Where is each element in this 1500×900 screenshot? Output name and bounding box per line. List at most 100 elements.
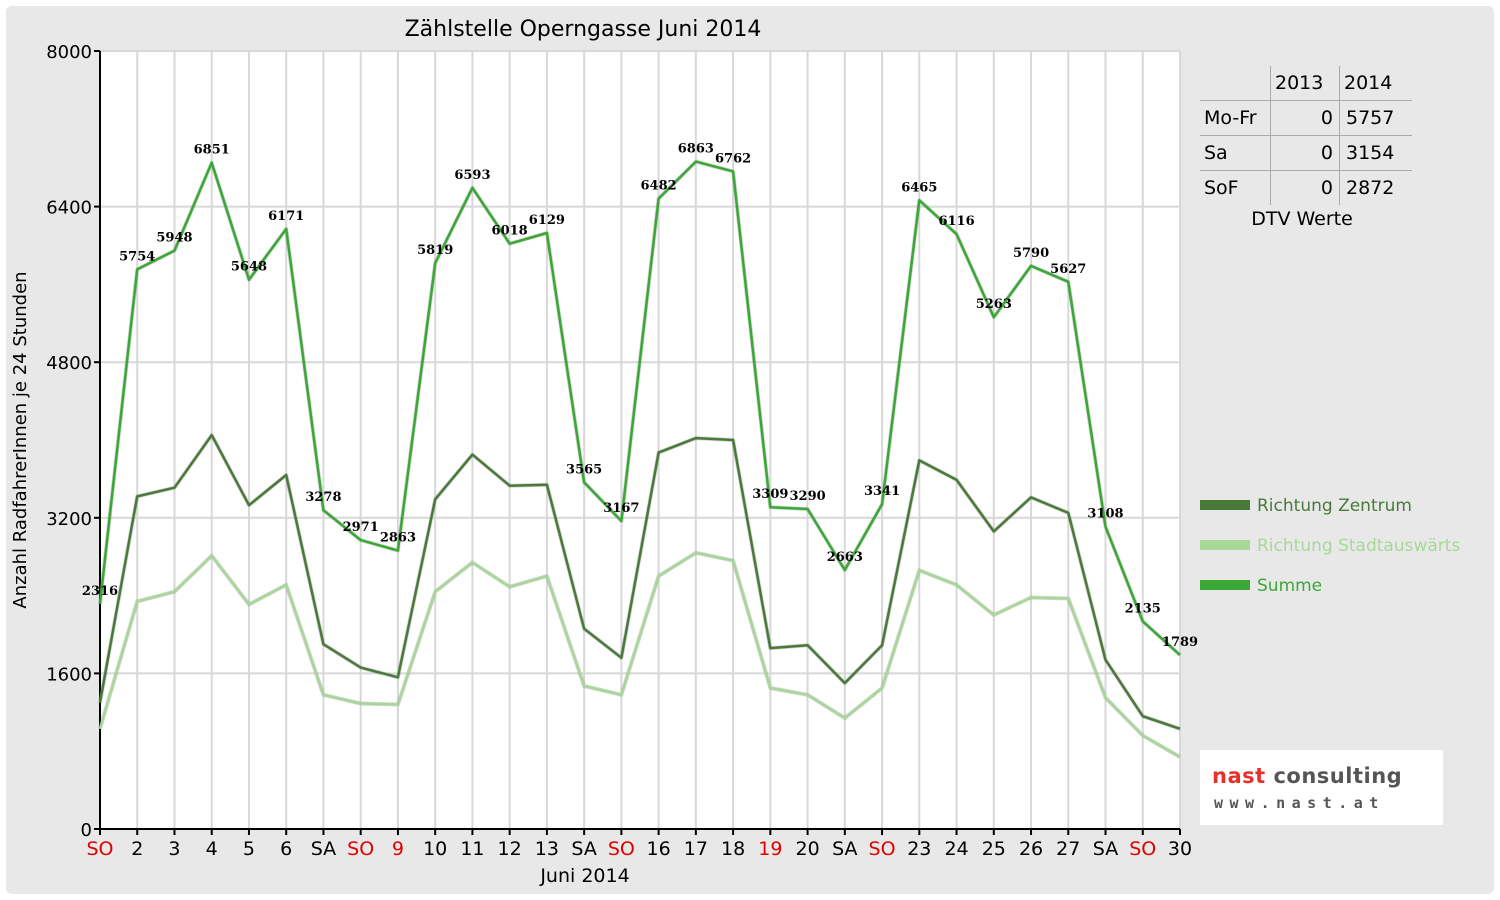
data-label: 2316: [82, 584, 118, 599]
dtv-header-2013: 2013: [1270, 66, 1340, 101]
data-label: 3565: [566, 462, 602, 477]
x-tick-label: 19: [758, 838, 782, 860]
dtv-row-label: Sa: [1200, 135, 1271, 171]
x-tick-label: 9: [392, 838, 404, 860]
data-label: 3290: [789, 489, 825, 504]
data-label: 6465: [901, 180, 937, 195]
chart-title: Zählstelle Operngasse Juni 2014: [405, 17, 762, 42]
x-tick-label: SO: [869, 838, 896, 860]
x-axis-label: Juni 2014: [539, 865, 629, 887]
x-tick-label: 30: [1168, 838, 1192, 860]
data-label: 2863: [380, 531, 416, 546]
data-label: 5627: [1050, 262, 1086, 277]
x-tick-label: 24: [944, 838, 968, 860]
legend-swatch: [1200, 580, 1250, 590]
x-tick-label: SO: [86, 838, 113, 860]
legend-label: Richtung Stadtauswärts: [1257, 536, 1460, 556]
company-logo: nast consulting www.nast.at: [1200, 750, 1443, 825]
data-label: 2663: [827, 550, 863, 565]
data-label: 6018: [492, 224, 528, 239]
x-tick-label: SA: [832, 838, 857, 860]
dtv-row: Mo-Fr 0 5757: [1200, 100, 1412, 136]
data-label: 6116: [938, 214, 974, 229]
x-tick-label: SO: [347, 838, 374, 860]
data-label: 6171: [268, 209, 304, 224]
x-tick-label: 6: [280, 838, 292, 860]
dtv-row-label: Mo-Fr: [1200, 100, 1271, 136]
x-tick-label: SA: [311, 838, 336, 860]
x-tick-label: SA: [571, 838, 596, 860]
x-tick-label: 5: [243, 838, 255, 860]
x-tick-label: 3: [168, 838, 180, 860]
data-label: 6482: [641, 179, 677, 194]
legend-swatch: [1200, 540, 1250, 550]
series-line: [98, 160, 1181, 656]
data-label: 6863: [678, 142, 714, 157]
data-label: 3309: [752, 487, 788, 502]
data-label: 6593: [454, 168, 490, 183]
legend-label: Richtung Zentrum: [1257, 496, 1412, 516]
legend-label: Summe: [1257, 576, 1322, 596]
dtv-value-2014: 3154: [1339, 135, 1412, 171]
y-axis-label: Anzahl RadfahrerInnen je 24 Stunden: [10, 271, 31, 608]
data-label: 5790: [1013, 246, 1049, 261]
data-label: 6851: [194, 143, 230, 158]
x-tick-label: 4: [206, 838, 218, 860]
x-tick-label: 16: [647, 838, 671, 860]
y-tick-label: 3200: [46, 509, 92, 530]
x-tick-label: 23: [907, 838, 931, 860]
y-tick-label: 4800: [46, 353, 92, 374]
x-tick-label: 27: [1056, 838, 1080, 860]
data-label: 1789: [1162, 635, 1198, 650]
data-label: 2971: [343, 520, 379, 535]
data-label: 5263: [976, 297, 1012, 312]
data-label: 5648: [231, 260, 267, 275]
x-tick-label: 13: [535, 838, 559, 860]
y-tick-label: 0: [81, 820, 92, 841]
x-tick-label: 17: [684, 838, 708, 860]
y-tick-label: 8000: [46, 42, 92, 63]
x-tick-label: SO: [1129, 838, 1156, 860]
y-tick-label: 1600: [46, 664, 92, 685]
data-label: 5819: [417, 243, 453, 258]
dtv-value-2014: 5757: [1339, 100, 1412, 136]
x-tick-label: SO: [608, 838, 635, 860]
logo-name: nast consulting: [1212, 764, 1402, 788]
logo-url: www.nast.at: [1214, 794, 1385, 812]
dtv-row-label: SoF: [1200, 170, 1271, 205]
dtv-header-blank: [1200, 66, 1271, 101]
data-label: 5754: [119, 249, 155, 264]
dtv-row: SoF 0 2872: [1200, 170, 1412, 205]
x-tick-label: 25: [982, 838, 1006, 860]
legend-swatch: [1200, 500, 1250, 510]
dtv-value-2013: 0: [1270, 135, 1340, 171]
x-tick-label: 18: [721, 838, 745, 860]
data-label: 3108: [1087, 507, 1123, 522]
series-line: [98, 433, 1181, 730]
data-label: 3341: [864, 484, 900, 499]
x-tick-label: 11: [460, 838, 484, 860]
data-label: 2135: [1125, 601, 1161, 616]
x-tick-label: 10: [423, 838, 447, 860]
dtv-table: 2013 2014 Mo-Fr 0 5757 Sa 0 3154 SoF 0 2…: [1200, 66, 1412, 205]
x-tick-label: 2: [131, 838, 143, 860]
data-label: 3167: [603, 501, 639, 516]
logo-name-part2: consulting: [1265, 764, 1403, 788]
logo-name-part1: nast: [1212, 764, 1266, 788]
plot-area: [100, 51, 1180, 829]
dtv-value-2014: 2872: [1346, 177, 1395, 199]
dtv-value-2013: 0: [1270, 100, 1340, 136]
data-label: 6129: [529, 213, 565, 228]
x-tick-label: SA: [1093, 838, 1118, 860]
data-label: 5948: [156, 231, 192, 246]
dtv-caption: DTV Werte: [1251, 208, 1353, 230]
y-tick-label: 6400: [46, 198, 92, 219]
dtv-header-2014: 2014: [1339, 66, 1412, 101]
dtv-row: Sa 0 3154: [1200, 135, 1412, 171]
x-tick-label: 20: [795, 838, 819, 860]
data-label: 3278: [305, 490, 341, 505]
series-line: [98, 551, 1181, 759]
dtv-value-2013: 0: [1270, 170, 1340, 205]
x-tick-label: 26: [1019, 838, 1043, 860]
